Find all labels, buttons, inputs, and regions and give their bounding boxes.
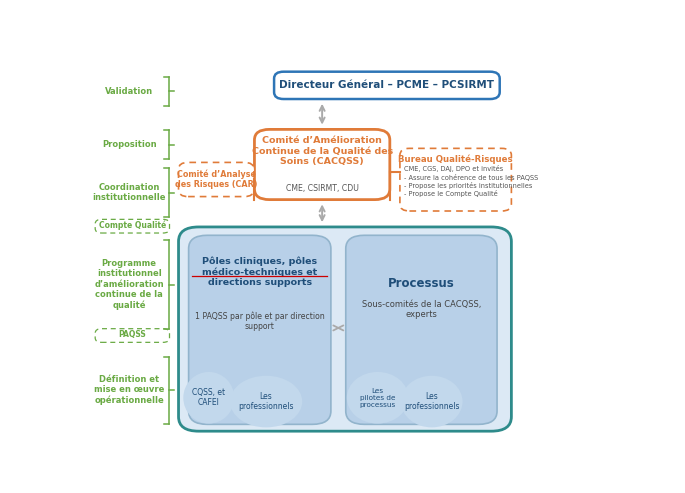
- Text: CME, CSIRMT, CDU: CME, CSIRMT, CDU: [286, 184, 358, 193]
- Text: Les
professionnels: Les professionnels: [404, 392, 460, 411]
- FancyBboxPatch shape: [188, 235, 331, 424]
- Ellipse shape: [184, 372, 234, 423]
- Text: Sous-comités de la CACQSS,
experts: Sous-comités de la CACQSS, experts: [362, 300, 481, 319]
- Ellipse shape: [230, 376, 302, 427]
- Text: Proposition: Proposition: [102, 140, 156, 149]
- FancyBboxPatch shape: [179, 162, 254, 197]
- Text: CQSS, et
CAFEI: CQSS, et CAFEI: [192, 388, 225, 408]
- Text: PAQSS: PAQSS: [119, 330, 146, 339]
- Text: Compte Qualité: Compte Qualité: [99, 221, 166, 230]
- Text: Les
pilotes de
processus: Les pilotes de processus: [360, 388, 396, 408]
- Text: Directeur Général – PCME – PCSIRMT: Directeur Général – PCME – PCSIRMT: [279, 80, 495, 90]
- FancyBboxPatch shape: [400, 148, 512, 211]
- FancyBboxPatch shape: [179, 227, 512, 431]
- Text: 1 PAQSS par pôle et par direction
support: 1 PAQSS par pôle et par direction suppor…: [195, 311, 325, 331]
- Ellipse shape: [347, 372, 408, 423]
- FancyBboxPatch shape: [95, 219, 169, 233]
- Text: Coordination
institutionnelle: Coordination institutionnelle: [92, 183, 166, 203]
- Text: Processus: Processus: [388, 277, 455, 290]
- Text: Comité d’Amélioration
Continue de la Qualité des
Soins (CACQSS): Comité d’Amélioration Continue de la Qua…: [251, 136, 393, 166]
- Text: Validation: Validation: [105, 87, 153, 96]
- FancyBboxPatch shape: [346, 235, 497, 424]
- Text: CME, CGS, DAJ, DPO et invités
- Assure la cohérence de tous les PAQSS
- Propose : CME, CGS, DAJ, DPO et invités - Assure l…: [404, 166, 538, 197]
- Ellipse shape: [401, 376, 462, 427]
- Text: Bureau Qualité-Risques: Bureau Qualité-Risques: [399, 154, 513, 164]
- FancyBboxPatch shape: [254, 129, 390, 200]
- Text: Comité d’Analyse
des Risques (CAR): Comité d’Analyse des Risques (CAR): [175, 170, 258, 189]
- FancyBboxPatch shape: [95, 329, 169, 342]
- FancyBboxPatch shape: [274, 71, 500, 99]
- Text: Pôles cliniques, pôles
médico-techniques et
directions supports: Pôles cliniques, pôles médico-techniques…: [202, 256, 317, 287]
- Text: Programme
institutionnel
d’amélioration
continue de la
qualité: Programme institutionnel d’amélioration …: [95, 259, 164, 310]
- Text: Les
professionnels: Les professionnels: [238, 392, 294, 411]
- Text: Définition et
mise en œuvre
opérationnelle: Définition et mise en œuvre opérationnel…: [94, 375, 164, 405]
